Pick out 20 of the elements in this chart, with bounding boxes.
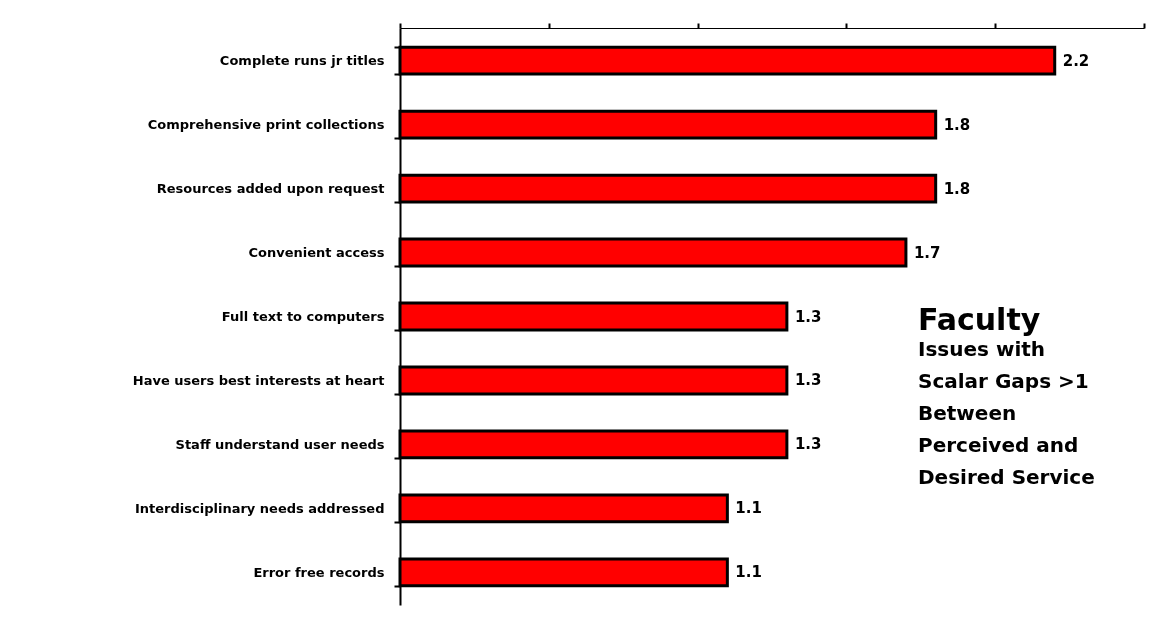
data-label: 1.3 bbox=[794, 307, 822, 326]
data-label: 1.8 bbox=[943, 115, 971, 134]
data-label: 1.1 bbox=[735, 563, 762, 582]
y-tick-label: Resources added upon request bbox=[156, 181, 385, 197]
data-label: 2.2 bbox=[1062, 51, 1090, 70]
data-label: 1.7 bbox=[913, 243, 941, 262]
data-label: 1.3 bbox=[794, 371, 822, 390]
y-tick-label: Error free records bbox=[253, 564, 385, 580]
text: Issues with Scalar Gaps >1 Between Perceived and Desired Service bbox=[918, 337, 1095, 489]
data-label: 1.8 bbox=[943, 179, 971, 198]
y-tick-label: Full text to computers bbox=[221, 309, 385, 324]
y-tick-label: Interdisciplinary needs addressed bbox=[134, 500, 385, 516]
y-tick-label: Convenient access bbox=[248, 245, 385, 261]
y-tick-label: Comprehensive print collections bbox=[147, 117, 385, 133]
y-tick-label: Have users best interests at heart bbox=[132, 372, 385, 388]
data-label: 1.1 bbox=[735, 499, 762, 518]
data-label: 1.3 bbox=[794, 435, 822, 454]
y-tick-label: Complete runs jr titles bbox=[219, 53, 385, 69]
text: Faculty bbox=[918, 302, 1041, 337]
y-tick-label: Staff understand user needs bbox=[175, 436, 385, 452]
